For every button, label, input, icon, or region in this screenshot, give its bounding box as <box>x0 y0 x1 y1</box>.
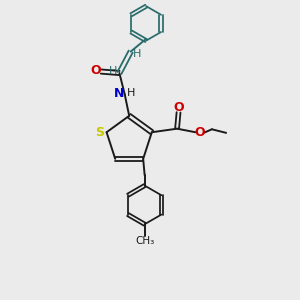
Text: H: H <box>133 49 141 59</box>
Text: O: O <box>90 64 101 77</box>
Text: N: N <box>114 87 124 100</box>
Text: S: S <box>94 126 103 139</box>
Text: H: H <box>127 88 136 98</box>
Text: H: H <box>109 66 117 76</box>
Text: O: O <box>194 126 205 139</box>
Text: O: O <box>173 101 184 114</box>
Text: CH₃: CH₃ <box>135 236 154 246</box>
